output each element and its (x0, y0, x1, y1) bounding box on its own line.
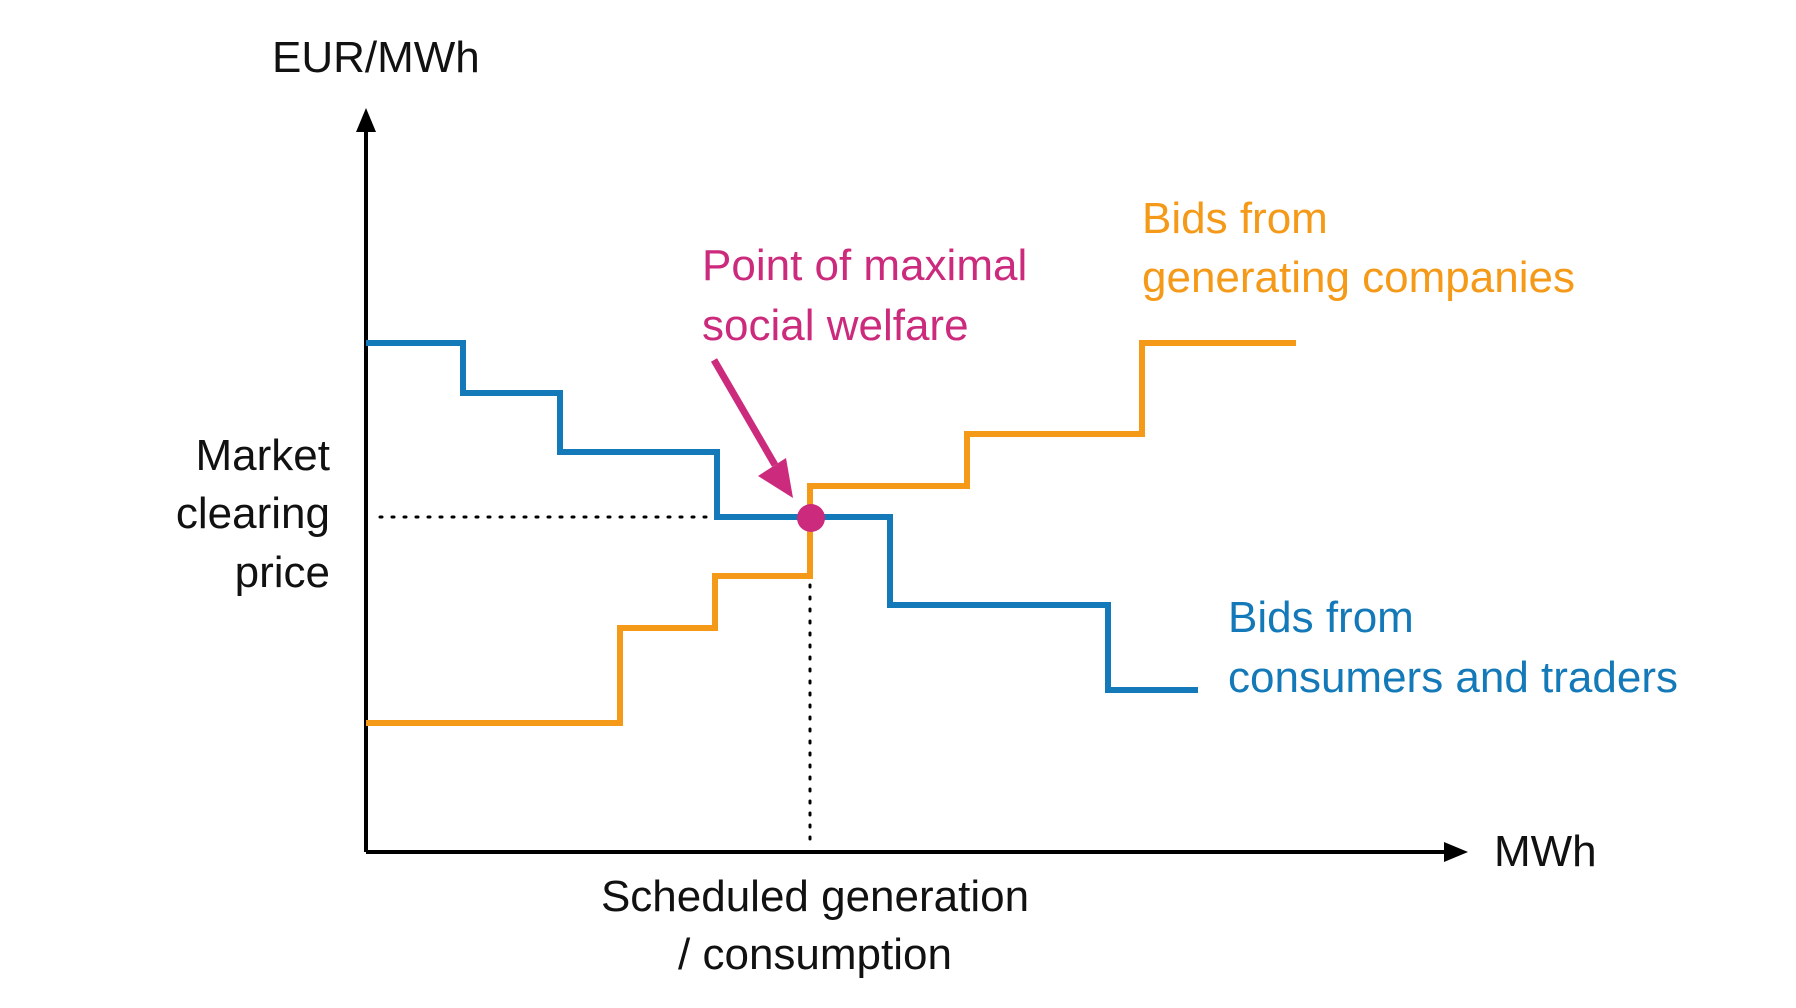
demand-curve (366, 340, 1198, 693)
demand-label-line-1: Bids from (1228, 593, 1414, 642)
clearing-price-label-line-2: clearing (176, 489, 330, 538)
scheduled-quantity-label-line-2: / consumption (678, 930, 952, 979)
equilibrium-arrow (710, 358, 779, 467)
clearing-price-label-line-3: price (235, 548, 330, 597)
supply-label-line-1: Bids from (1142, 194, 1328, 243)
equilibrium-label-line-2: social welfare (702, 301, 969, 350)
supply-curve (366, 340, 1296, 726)
equilibrium-arrowhead (758, 458, 793, 498)
supply-label-line-2: generating companies (1142, 253, 1575, 302)
scheduled-quantity-label-line-1: Scheduled generation (601, 872, 1029, 921)
y-axis-label: EUR/MWh (272, 33, 480, 82)
x-axis-label: MWh (1494, 827, 1597, 876)
demand-label-line-2: consumers and traders (1228, 653, 1678, 702)
equilibrium-label-line-1: Point of maximal (702, 241, 1027, 290)
equilibrium-point (797, 504, 825, 532)
x-axis-arrowhead (1444, 842, 1468, 862)
y-axis-arrowhead (356, 108, 376, 132)
clearing-price-label-line-1: Market (196, 431, 330, 480)
